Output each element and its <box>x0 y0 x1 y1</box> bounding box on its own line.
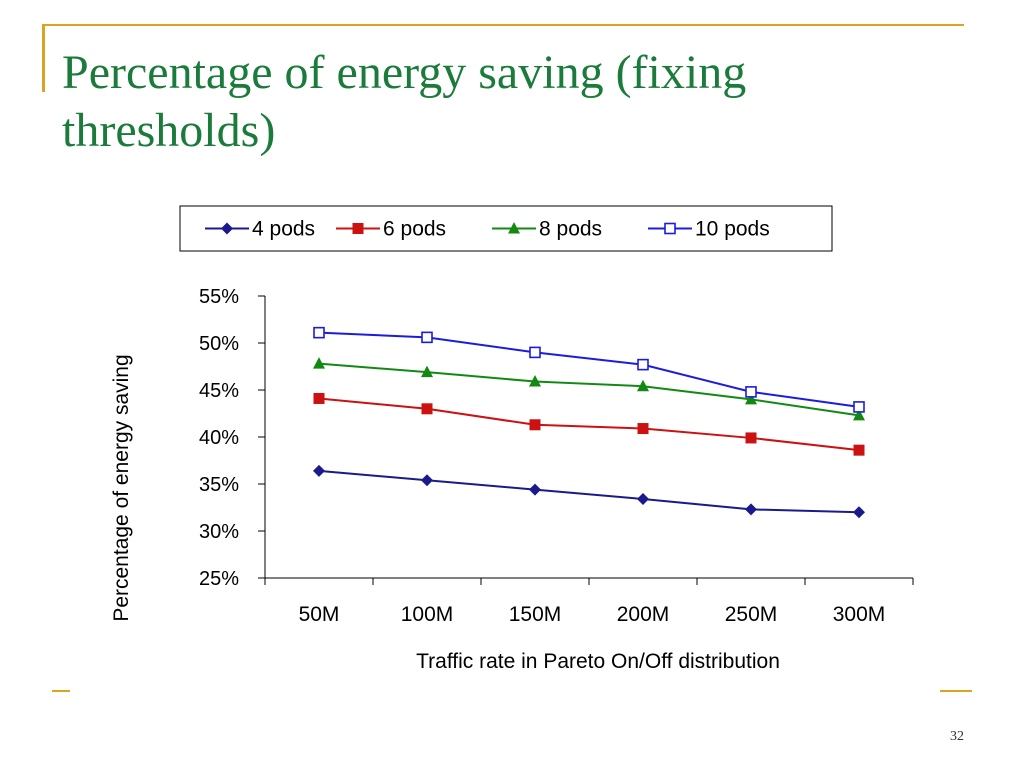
x-tick-label: 300M <box>833 603 886 626</box>
data-point <box>637 423 649 435</box>
series-line <box>318 397 860 452</box>
series-3 <box>313 357 865 421</box>
data-point <box>745 503 757 516</box>
legend-label: 6 pods <box>383 218 446 241</box>
legend-label: 8 pods <box>539 218 602 241</box>
series-4 <box>313 326 865 413</box>
legend-label: 10 pods <box>695 218 770 241</box>
y-tick-label: 35% <box>199 474 239 496</box>
legend-marker <box>352 223 364 234</box>
title-accent-top-line <box>42 24 964 26</box>
data-point <box>853 408 865 421</box>
x-tick-label: 250M <box>725 603 778 626</box>
data-point <box>745 386 757 398</box>
data-point <box>637 379 649 392</box>
legend-marker <box>221 222 233 235</box>
x-axis-label: Traffic rate in Pareto On/Off distributi… <box>416 650 780 673</box>
chart-legend: 4 pods 6 pods 8 pods 10 pods <box>179 205 833 252</box>
data-point <box>313 326 325 339</box>
data-point <box>745 392 757 405</box>
data-point <box>853 444 865 456</box>
y-axis-label: Percentage of energy saving <box>110 354 133 621</box>
data-point <box>529 375 541 387</box>
series-2 <box>313 392 865 456</box>
y-tick-label: 40% <box>199 427 239 449</box>
series-line <box>318 469 860 514</box>
x-tick-label: 50M <box>299 603 340 626</box>
data-point <box>853 506 865 519</box>
y-tick-label: 55% <box>199 286 239 308</box>
footer-accent-right-line <box>940 690 972 692</box>
data-point <box>529 483 541 496</box>
data-point <box>313 464 325 477</box>
y-tick-label: 50% <box>199 333 239 355</box>
x-tick-label: 100M <box>401 603 454 626</box>
y-tick-label: 25% <box>199 568 239 590</box>
data-point <box>529 419 541 431</box>
series-line <box>318 331 860 408</box>
series-line <box>318 362 860 417</box>
footer-accent-left-line <box>52 690 70 692</box>
slide-title: Percentage of energy saving (fixing thre… <box>62 46 747 157</box>
x-tick-label: 200M <box>617 603 670 626</box>
y-tick-label: 30% <box>199 521 239 543</box>
data-point <box>421 474 433 487</box>
chart-series <box>313 326 865 519</box>
legend-marker <box>664 222 676 235</box>
data-point <box>421 331 433 344</box>
data-point <box>745 432 757 444</box>
data-point <box>529 346 541 359</box>
data-point <box>313 357 325 369</box>
title-accent-vertical-line <box>42 24 45 92</box>
data-point <box>637 358 649 371</box>
legend-marker <box>508 222 520 234</box>
chart-axes: 25% 30% 35% 40% 45% 50% 55% 50M 100M 150M 200M 250M… <box>199 286 914 626</box>
legend-label: 4 pods <box>252 218 315 241</box>
y-tick-label: 45% <box>199 380 239 402</box>
data-point <box>421 403 433 415</box>
data-point <box>637 493 649 506</box>
series-1 <box>313 464 865 519</box>
data-point <box>313 392 325 404</box>
x-tick-label: 150M <box>509 603 562 626</box>
data-point <box>421 365 433 378</box>
data-point <box>853 401 865 413</box>
page-number: 32 <box>950 729 964 744</box>
legend-box <box>179 205 833 252</box>
